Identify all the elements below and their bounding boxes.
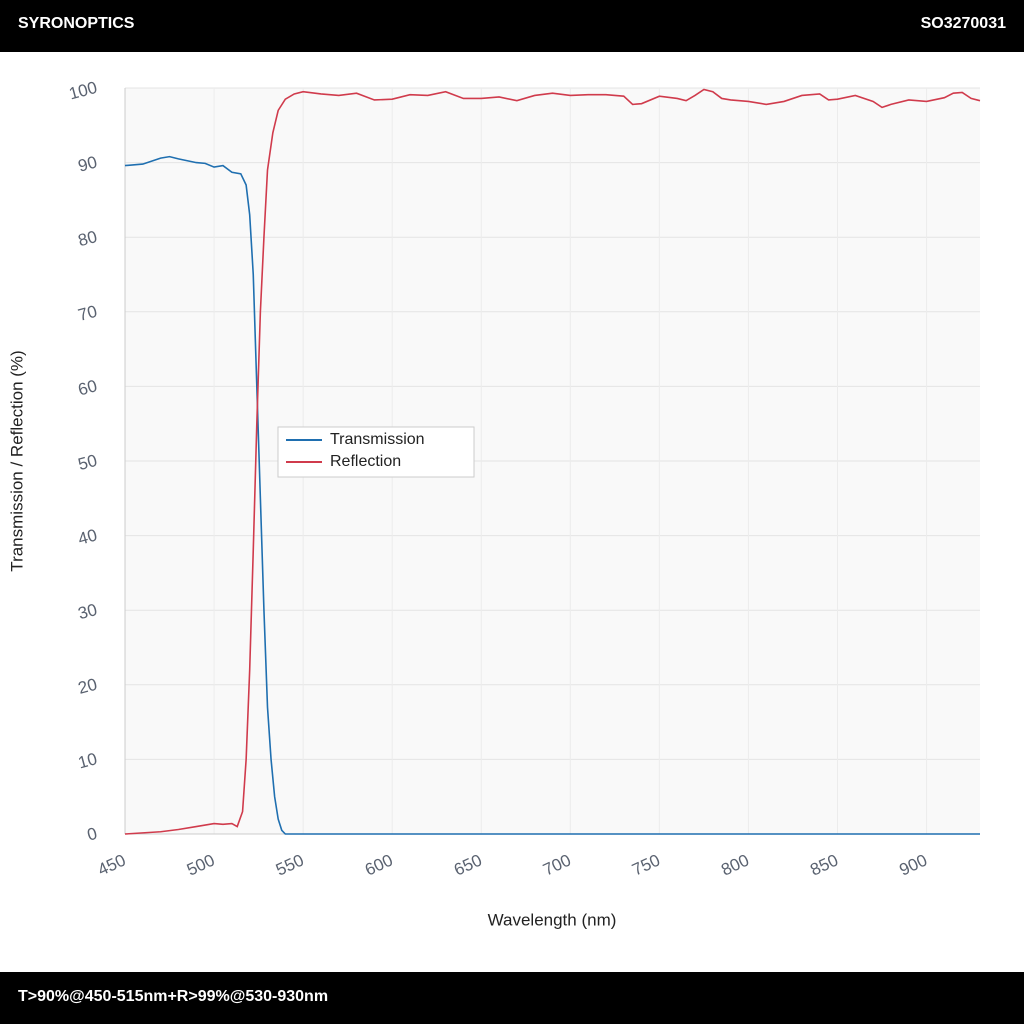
x-tick-label: 900 [896,850,930,879]
footer-bar [0,972,1024,1024]
x-tick-label: 550 [273,850,307,879]
y-tick-label: 100 [67,78,99,104]
x-tick-label: 600 [362,850,396,879]
spec-text: T>90%@450-515nm+R>99%@530-930nm [18,988,328,1005]
series-line [124,88,981,835]
y-tick-label: 10 [76,749,99,772]
x-tick-label: 500 [184,850,218,879]
y-tick-label: 90 [76,152,99,175]
y-tick-label: 50 [76,451,99,474]
y-axis-label: Transmission / Reflection (%) [7,350,26,571]
y-tick-label: 80 [76,227,99,250]
brand: SYRONOPTICS [18,15,135,32]
x-tick-label: 850 [807,850,841,879]
x-tick-label: 750 [629,850,663,879]
product-code: SO3270031 [921,15,1007,32]
legend: Transmission Reflection [277,426,475,478]
x-tick-label: 800 [718,850,752,879]
y-tick-label: 0 [85,824,99,845]
y-tick-label: 70 [76,302,99,325]
x-tick-label: 450 [95,850,129,879]
legend-label: Transmission [330,431,425,448]
x-tick-label: 650 [451,850,485,879]
y-tick-label: 60 [76,376,99,399]
legend-box [277,426,475,478]
y-tick-label: 40 [76,525,99,548]
x-tick-label: 700 [540,850,574,879]
y-tick-label: 30 [76,600,99,623]
y-tick-label: 20 [76,675,99,698]
series-line [124,155,980,835]
x-axis-label: Wavelength (nm) [488,910,617,929]
header-bar [0,0,1024,52]
legend-label: Reflection [330,453,401,470]
